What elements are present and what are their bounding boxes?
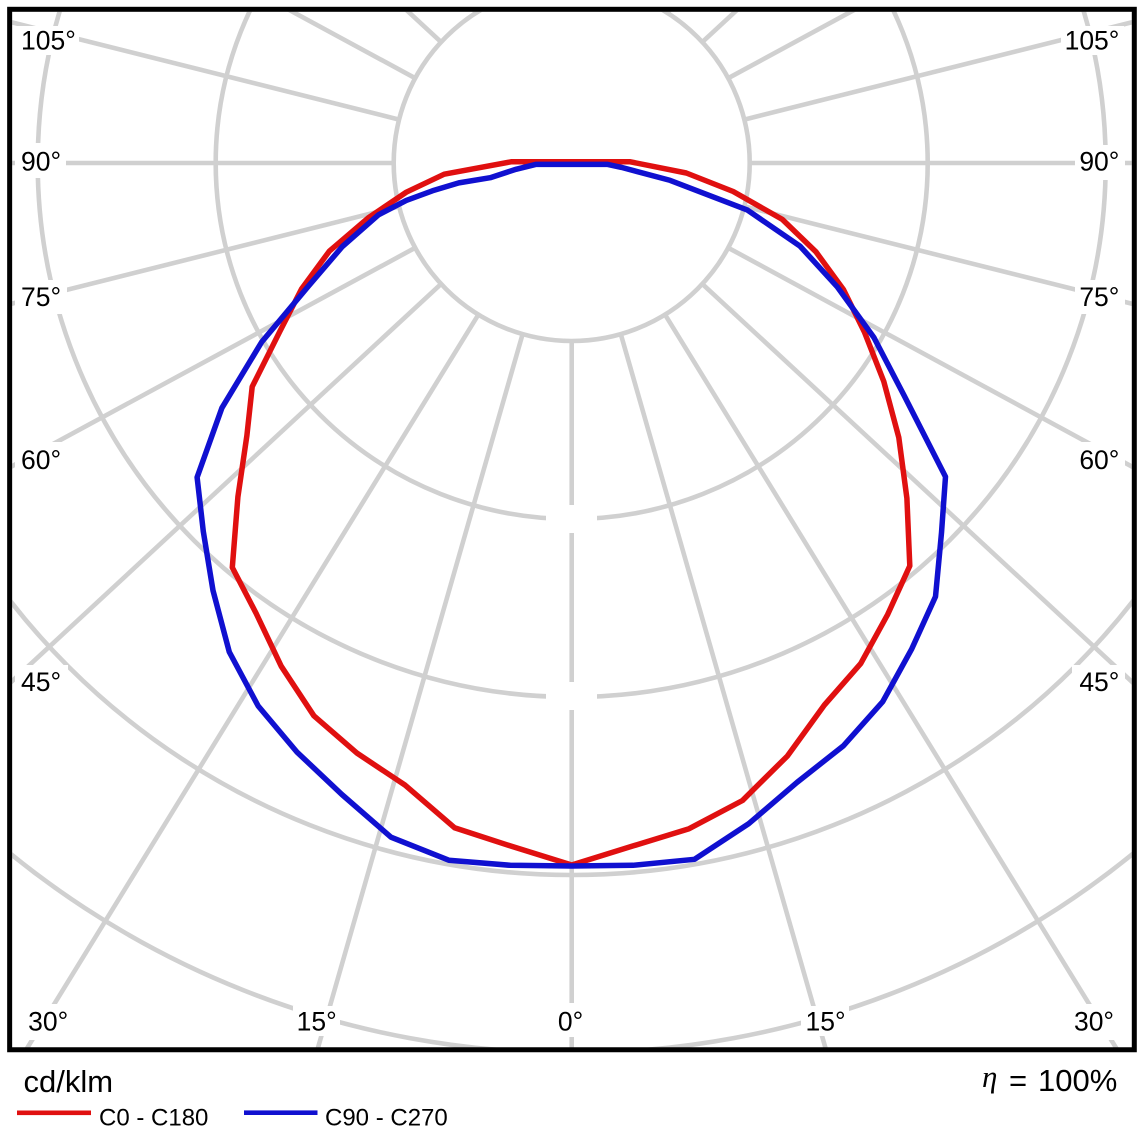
svg-text:75°: 75° [21,282,61,312]
svg-text:η: η [982,1059,997,1094]
svg-text:15°: 15° [297,1006,337,1036]
svg-text:100%: 100% [1038,1063,1117,1098]
svg-text:60°: 60° [21,445,61,475]
svg-text:=: = [1009,1063,1027,1098]
svg-text:105°: 105° [21,26,76,56]
svg-text:90°: 90° [1079,147,1119,177]
svg-text:15°: 15° [806,1006,846,1036]
svg-text:105°: 105° [1065,26,1120,56]
svg-text:cd/klm: cd/klm [24,1064,114,1099]
svg-text:75°: 75° [1079,282,1119,312]
svg-text:60°: 60° [1079,445,1119,475]
svg-text:30°: 30° [1074,1006,1114,1036]
svg-text:45°: 45° [21,667,61,697]
svg-text:45°: 45° [1079,667,1119,697]
svg-text:90°: 90° [21,147,61,177]
svg-text:0°: 0° [558,1006,583,1036]
svg-text:30°: 30° [28,1006,68,1036]
svg-text:C0 - C180: C0 - C180 [99,1105,208,1132]
svg-text:C90 - C270: C90 - C270 [325,1105,448,1132]
